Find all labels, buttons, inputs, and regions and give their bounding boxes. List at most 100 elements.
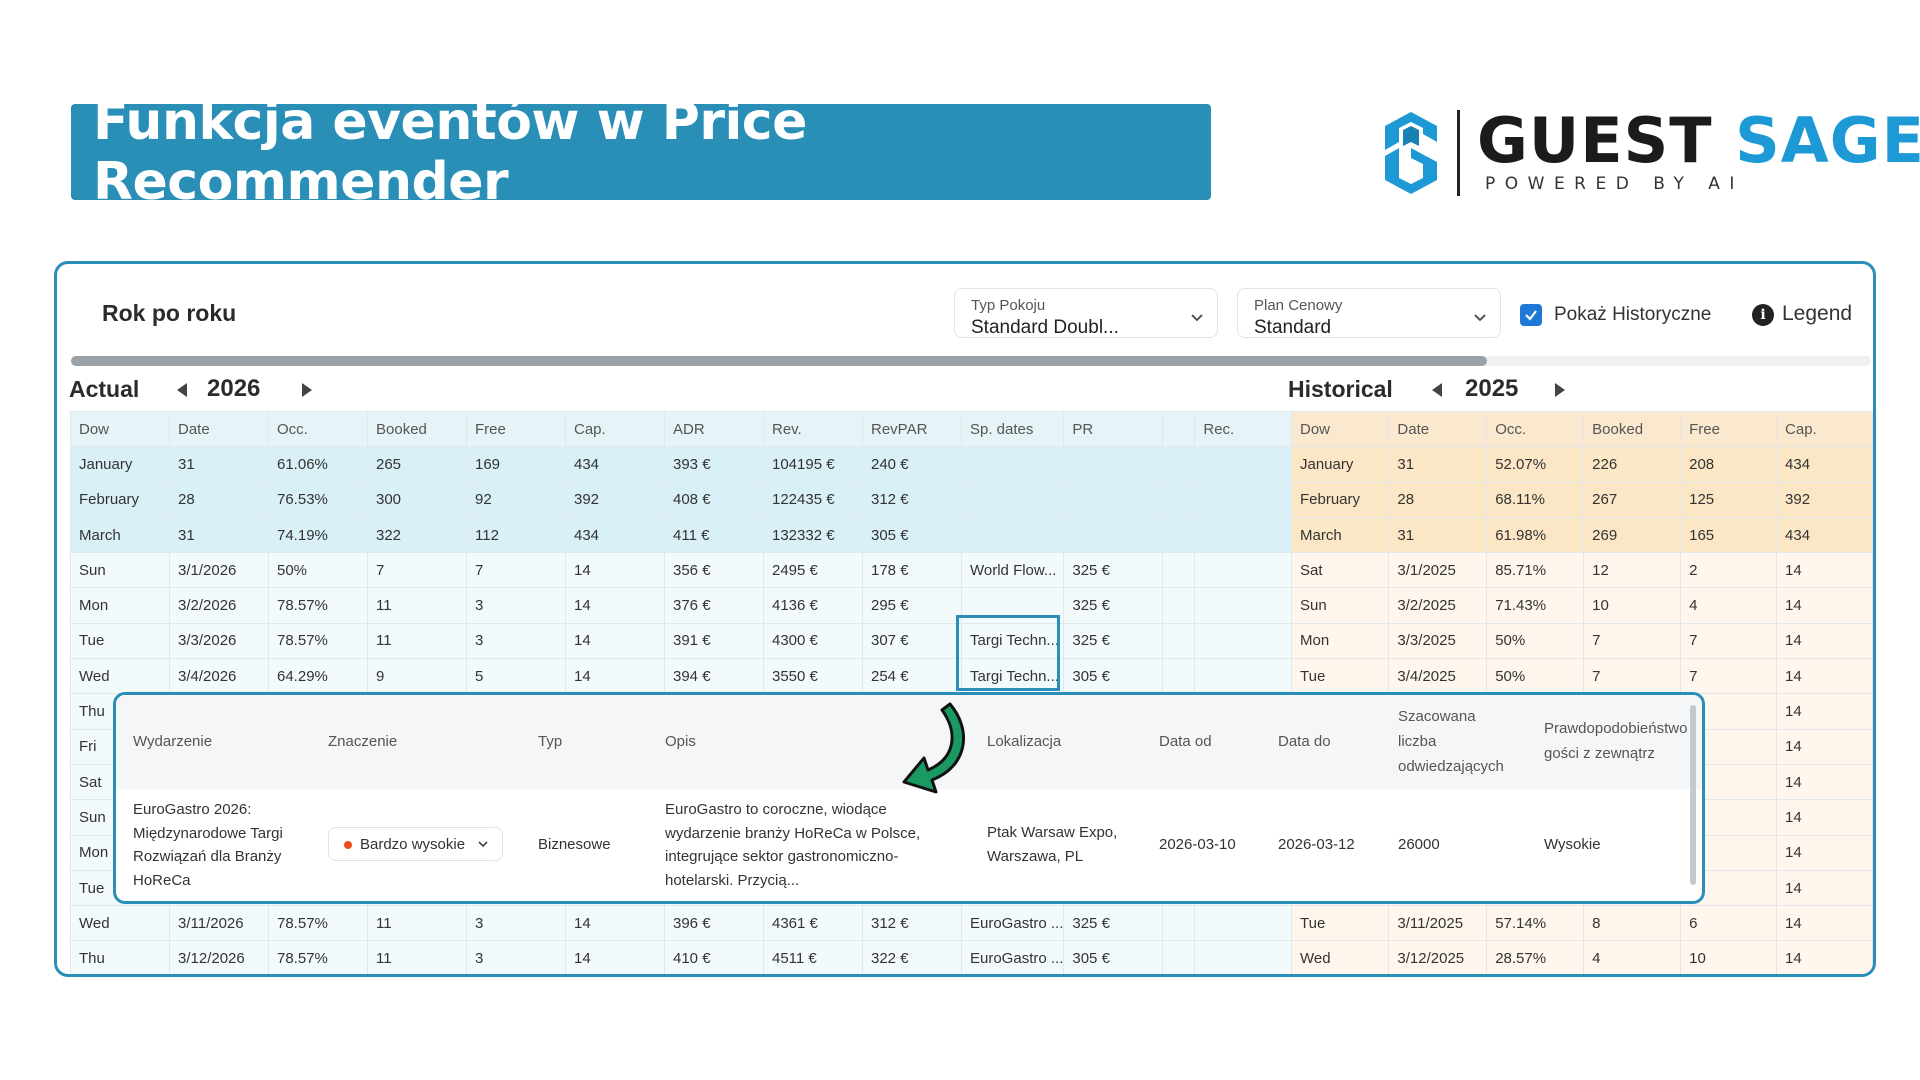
- table-cell: 3: [466, 622, 566, 660]
- month-summary-row: January 31 52.07% 226 208 434: [1290, 446, 1873, 483]
- checkmark-icon: [1525, 310, 1537, 321]
- scrollbar-thumb[interactable]: [71, 356, 1487, 366]
- show-historical-label[interactable]: Pokaż Historyczne: [1554, 304, 1712, 325]
- table-cell: [1162, 905, 1196, 942]
- table-cell: [1194, 516, 1295, 554]
- table-cell: Thu: [70, 940, 170, 974]
- event-outside-guests: Wysokie: [1544, 836, 1601, 853]
- col-type: Typ: [538, 733, 563, 750]
- importance-dot-icon: [344, 841, 352, 849]
- table-cell: Sun: [1290, 587, 1390, 624]
- table-cell: 396 €: [664, 905, 764, 942]
- table-cell: 14: [565, 905, 665, 942]
- table-cell: 4300 €: [763, 622, 863, 660]
- rate-plan-select[interactable]: Plan Cenowy Standard: [1237, 288, 1501, 338]
- month-summary-row: March 31 61.98% 269 165 434: [1290, 516, 1873, 554]
- column-header[interactable]: RevPAR: [862, 410, 962, 448]
- table-cell: 411 €: [664, 516, 764, 554]
- event-date-to: 2026-03-12: [1278, 836, 1355, 853]
- day-row: Wed 3/12/2025 28.57% 4 10 14: [1290, 940, 1873, 974]
- next-year-icon[interactable]: [1555, 383, 1565, 397]
- column-header[interactable]: Cap.: [565, 410, 665, 448]
- event-visitors: 26000: [1398, 836, 1440, 853]
- banner-title: Funkcja eventów w Price Recommender: [93, 92, 807, 212]
- column-header[interactable]: Rev.: [763, 410, 863, 448]
- next-year-icon[interactable]: [302, 383, 312, 397]
- event-type: Biznesowe: [538, 836, 611, 853]
- table-cell: 31: [169, 446, 269, 483]
- show-historical-checkbox[interactable]: [1520, 304, 1542, 326]
- column-header[interactable]: Date: [169, 410, 269, 448]
- column-header[interactable]: Rec.: [1194, 410, 1295, 448]
- event-name[interactable]: EuroGastro 2026: Międzynarodowe Targi Ro…: [133, 801, 283, 889]
- table-cell: 265: [367, 446, 467, 483]
- room-type-select[interactable]: Typ Pokoju Standard Doubl...: [954, 288, 1218, 338]
- table-cell: 104195 €: [763, 446, 863, 483]
- table-cell: 14: [1776, 905, 1873, 942]
- table-cell: 5: [466, 658, 566, 695]
- column-header[interactable]: Booked: [1583, 410, 1682, 448]
- table-cell: Tue: [1290, 905, 1390, 942]
- table-cell: 394 €: [664, 658, 764, 695]
- prev-year-icon[interactable]: [1432, 383, 1442, 397]
- column-header[interactable]: Date: [1388, 410, 1488, 448]
- table-cell: 7: [367, 552, 467, 589]
- column-header[interactable]: PR: [1063, 410, 1164, 448]
- table-cell: 28: [1388, 481, 1488, 518]
- table-cell: 8: [1583, 905, 1682, 942]
- importance-select[interactable]: Bardzo wysokie: [328, 827, 503, 861]
- table-cell: [1162, 552, 1196, 589]
- table-cell: [1162, 658, 1196, 695]
- prev-year-icon[interactable]: [177, 383, 187, 397]
- table-cell: 392: [565, 481, 665, 518]
- column-header[interactable]: Occ.: [268, 410, 368, 448]
- table-cell: 434: [1776, 516, 1873, 554]
- table-cell: 10: [1583, 587, 1682, 624]
- table-cell: 307 €: [862, 622, 962, 660]
- day-row: Mon 3/2/2026 78.57% 11 3 14 376 €4136 €295 € 32…: [70, 587, 1295, 624]
- column-header[interactable]: Sp. dates: [960, 410, 1065, 448]
- table-cell: 3/1/2026: [169, 552, 269, 589]
- legend-button[interactable]: Legend: [1782, 302, 1853, 325]
- day-row: Mon 3/3/2025 50% 7 7 14: [1290, 622, 1873, 660]
- day-row: Tue 3/3/2026 78.57% 11 3 14 391 €4300 €307 € Ta…: [70, 622, 1295, 660]
- table-cell: 10: [1680, 940, 1778, 974]
- column-header[interactable]: Free: [466, 410, 566, 448]
- table-cell: 14: [1776, 587, 1873, 624]
- column-header[interactable]: Cap.: [1776, 410, 1873, 448]
- table-cell: 434: [565, 516, 665, 554]
- event-popup-header: [116, 695, 1702, 789]
- table-cell: 408 €: [664, 481, 764, 518]
- table-cell: 434: [1776, 446, 1873, 483]
- table-cell: 3/3/2026: [169, 622, 269, 660]
- table-cell: 325 €: [1063, 905, 1164, 942]
- table-cell: [1194, 940, 1295, 974]
- event-location: Ptak Warsaw Expo, Warszawa, PL: [987, 824, 1118, 865]
- col-location: Lokalizacja: [987, 733, 1062, 750]
- column-header[interactable]: Dow: [70, 410, 170, 448]
- table-cell: 28.57%: [1486, 940, 1585, 974]
- table-cell: 85.71%: [1486, 552, 1585, 589]
- table-cell: 78.57%: [268, 905, 368, 942]
- table-cell: [1194, 552, 1295, 589]
- column-header[interactable]: Free: [1680, 410, 1778, 448]
- table-cell: 31: [1388, 516, 1488, 554]
- col-visitors: Szacowana liczba odwiedzających: [1398, 708, 1504, 775]
- table-cell: 31: [169, 516, 269, 554]
- column-header[interactable]: Booked: [367, 410, 467, 448]
- column-header[interactable]: Occ.: [1486, 410, 1585, 448]
- info-icon[interactable]: i: [1752, 304, 1774, 326]
- table-cell: 3550 €: [763, 658, 863, 695]
- table-cell: Sun: [70, 552, 170, 589]
- horizontal-scrollbar[interactable]: [71, 356, 1871, 366]
- table-cell: 2495 €: [763, 552, 863, 589]
- historical-year: 2025: [1465, 375, 1519, 402]
- column-header[interactable]: Dow: [1290, 410, 1390, 448]
- table-cell: Sat: [1290, 552, 1390, 589]
- table-cell: 6: [1680, 905, 1778, 942]
- table-cell: 11: [367, 622, 467, 660]
- popup-scrollbar[interactable]: [1690, 705, 1696, 885]
- column-header[interactable]: ADR: [664, 410, 764, 448]
- column-header[interactable]: [1162, 410, 1196, 448]
- month-summary-row: January 31 61.06% 265 169 434 393 €104195 €240…: [70, 446, 1295, 483]
